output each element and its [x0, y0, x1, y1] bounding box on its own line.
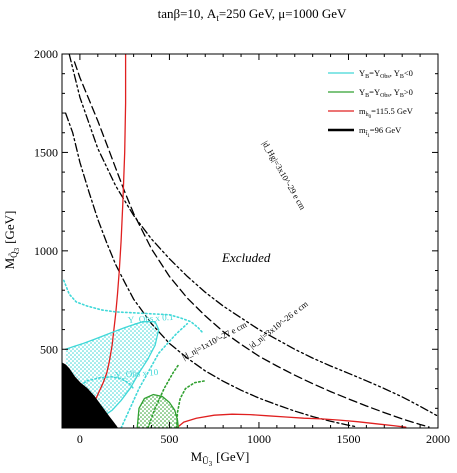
legend-cyan-p5: B	[400, 74, 404, 80]
chart-title-a: tanβ=10, A	[158, 6, 217, 21]
plot-frame	[61, 53, 439, 429]
series-m-t1-96-gev-region	[62, 362, 119, 428]
x-tick-label-500: 500	[160, 432, 178, 446]
x-tick-label-2000: 2000	[426, 432, 450, 446]
x-tick-label-1000: 1000	[247, 432, 271, 446]
legend-green-p1: B	[365, 93, 369, 99]
series-y-obs-x-0-1-line	[63, 279, 205, 335]
green-region-fill	[137, 394, 179, 428]
annotation-yobs-10: Y_Obs x 10	[114, 367, 159, 380]
y-axis-label: MQ̃3 [GeV]	[2, 211, 21, 270]
legend-green-p0: Y	[359, 87, 365, 97]
y-tick-label-1500: 1500	[34, 145, 58, 159]
legend-green-p4: , Y	[390, 87, 400, 97]
chart-title-b: =250 GeV, μ=1000 GeV	[219, 6, 347, 21]
series-m-h0-115-5-gev-lower-line	[175, 413, 407, 428]
y-tick-label-2000: 2000	[34, 47, 58, 61]
y-tick-label-1000: 1000	[34, 244, 58, 258]
x-axis-label: MŨ3 [GeV]	[191, 449, 250, 468]
legend-green-p3: Obs	[380, 93, 390, 99]
legend-cyan-p0: Y	[359, 68, 365, 78]
y-axis-label-sub: Q̃	[9, 251, 19, 258]
annotation-excluded: Excluded	[221, 250, 271, 265]
legend-green-p2: =Y	[369, 87, 380, 97]
legend-red-p2: 0	[369, 115, 372, 120]
legend-red-p0: m	[359, 106, 366, 116]
series-y-b-y-obs-y-b-0-line	[136, 393, 180, 428]
annotation-yobs-0.1: Y_Obs x 0.1	[127, 312, 173, 325]
chart-title: tanβ=10, At=250 GeV, μ=1000 GeV	[158, 6, 347, 23]
legend-black-p2: 1	[367, 134, 370, 139]
legend-red-p3: =115.5 GeV	[371, 106, 414, 116]
series-d-n-1x10-27-e-cm-line	[64, 112, 359, 428]
annotation-dn-1e27: |d_n|=1x10^-27 e cm	[180, 319, 248, 362]
legend-label-black: mt̃1=96 GeV	[359, 125, 402, 139]
series-cyan-diagonal-line	[120, 322, 189, 428]
series-green-dotted-line	[175, 380, 206, 428]
legend: YB=YObs, YB<0 YB=YObs, YB>0 mh0=115.5 Ge…	[328, 68, 414, 139]
x-axis-label-unit: [GeV]	[216, 449, 249, 464]
legend-cyan-p3: Obs	[380, 74, 390, 80]
plot-area	[62, 54, 438, 428]
y-axis-label-unit: [GeV]	[2, 211, 17, 244]
x-axis-label-subsub: 3	[209, 460, 213, 468]
y-tick-label-500: 500	[40, 342, 58, 356]
x-axis-label-main: M	[191, 449, 203, 464]
x-tick-label-1500: 1500	[336, 432, 360, 446]
axes-ticks: 0 500 1000 1500 2000 500 1000 1500 2000	[34, 47, 450, 446]
legend-green-p5: B	[400, 93, 404, 99]
legend-green-p6: >0	[404, 87, 413, 97]
legend-cyan-p1: B	[365, 74, 369, 80]
annotation-dn-3e26: |d_n|=3x10^-26 e cm	[247, 298, 310, 350]
legend-label-cyan: YB=YObs, YB<0	[359, 68, 413, 80]
y-axis-label-main: M	[2, 257, 17, 269]
legend-black-p1: t̃	[365, 129, 367, 137]
y-axis-label-subsub: 3	[13, 247, 21, 251]
x-tick-label-0: 0	[77, 432, 83, 446]
legend-black-p0: m	[359, 125, 366, 135]
series-green-diagonal-line	[147, 364, 180, 428]
legend-cyan-p2: =Y	[369, 68, 380, 78]
legend-red-p1: h	[366, 112, 369, 118]
annotation-dhg-3e29: |d_Hg|=3x10^-29 e cm	[260, 139, 308, 212]
legend-black-p3: =96 GeV	[370, 125, 402, 135]
legend-label-red: mh0=115.5 GeV	[359, 106, 414, 120]
chart-title-sub: t	[216, 13, 219, 23]
series-d-hg-3x10-29-e-cm-line	[68, 54, 438, 417]
series-d-n-3x10-26-e-cm-line	[73, 61, 430, 428]
x-axis-label-sub: Ũ	[202, 456, 209, 466]
legend-cyan-p6: <0	[404, 68, 413, 78]
legend-label-green: YB=YObs, YB>0	[359, 87, 413, 99]
legend-cyan-p4: , Y	[390, 68, 400, 78]
